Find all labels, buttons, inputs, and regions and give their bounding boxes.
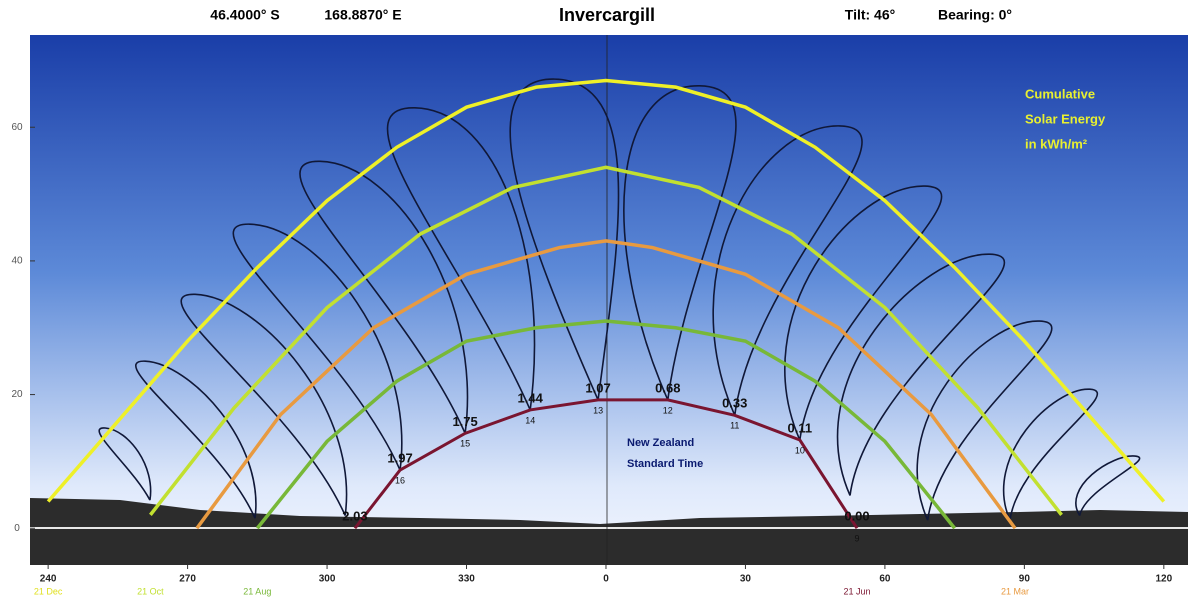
x-tick-label: 300: [319, 574, 336, 585]
energy-label: 0.68: [655, 380, 680, 395]
date-line: [46, 78, 1166, 503]
legend-label: 21 Oct: [137, 586, 164, 596]
analemma: [180, 293, 348, 516]
hour-label: 9: [855, 534, 860, 544]
annotation: Solar Energy: [1025, 111, 1106, 126]
date-line: [255, 319, 956, 530]
x-tick-label: 60: [879, 574, 891, 585]
analemma: [916, 320, 1053, 521]
x-tick-label: 270: [179, 574, 196, 585]
y-tick-label: 40: [11, 256, 23, 267]
energy-label: 0.33: [722, 396, 747, 411]
legend-label: 21 Dec: [34, 586, 63, 596]
hour-label: 11: [730, 421, 739, 431]
y-tick-label: 0: [14, 523, 20, 534]
annotation: Cumulative: [1025, 86, 1095, 101]
analemma: [784, 185, 943, 441]
date-line: [195, 239, 1017, 530]
x-tick-label: 120: [1155, 574, 1172, 585]
longitude: 168.8870° E: [324, 7, 401, 23]
x-tick-label: 30: [740, 574, 752, 585]
date-line: [353, 398, 859, 530]
y-tick-label: 60: [11, 122, 23, 133]
time-note: New Zealand: [627, 437, 694, 449]
legend-label: 21 Aug: [243, 586, 271, 596]
sky: [30, 35, 1188, 565]
analemma: [1002, 388, 1099, 521]
time-note: Standard Time: [627, 458, 703, 470]
analemma: [623, 84, 737, 401]
bearing: Bearing: 0°: [938, 7, 1012, 23]
date-line: [149, 165, 1063, 516]
latitude: 46.4000° S: [210, 7, 279, 23]
analemma: [712, 125, 863, 416]
x-tick-label: 240: [40, 574, 57, 585]
energy-label: 1.44: [518, 390, 544, 405]
energy-label: 1.07: [585, 380, 610, 395]
energy-label: 0.00: [844, 509, 869, 524]
analemma: [98, 427, 152, 501]
chart-title: Invercargill: [559, 5, 655, 25]
x-tick-label: 90: [1019, 574, 1031, 585]
hour-label: 12: [663, 405, 673, 415]
hour-label: 14: [525, 415, 535, 425]
energy-label: 0.11: [788, 420, 813, 435]
y-tick-label: 20: [11, 389, 23, 400]
ground: [30, 498, 1188, 565]
hour-label: 10: [795, 445, 805, 455]
analemma: [232, 223, 403, 471]
analemma: [1075, 455, 1141, 516]
hour-label: 16: [395, 475, 405, 485]
energy-label: 2.03: [342, 509, 367, 524]
annotation: in kWh/m²: [1025, 136, 1088, 151]
analemma: [299, 160, 469, 434]
energy-label: 1.75: [452, 414, 477, 429]
x-tick-label: 330: [458, 574, 475, 585]
hour-label: 15: [460, 439, 470, 449]
hour-label: 13: [593, 405, 603, 415]
legend-label: 21 Mar: [1001, 586, 1029, 596]
analemma: [135, 360, 257, 519]
legend-label: 21 Jun: [843, 586, 870, 596]
tilt: Tilt: 46°: [845, 7, 895, 23]
energy-label: 1.97: [387, 451, 412, 466]
x-tick-label: 0: [603, 574, 609, 585]
